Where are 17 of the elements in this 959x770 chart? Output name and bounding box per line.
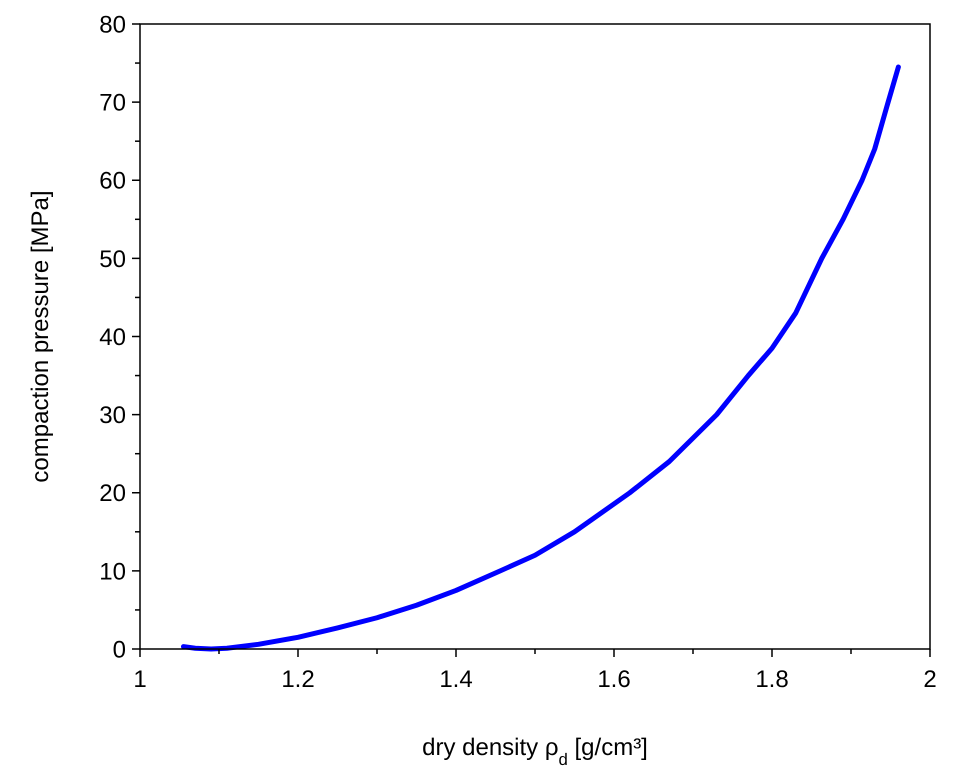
y-tick-label: 0 bbox=[112, 636, 126, 664]
y-tick-label: 50 bbox=[99, 246, 126, 273]
x-axis-title: dry density ρ$_{d}$ [g/cm³] bbox=[422, 734, 648, 768]
y-tick-label: 70 bbox=[99, 90, 126, 117]
x-tick-label: 1.8 bbox=[755, 666, 789, 693]
y-tick-label: 20 bbox=[99, 480, 126, 508]
y-tick-label: 80 bbox=[99, 11, 126, 38]
x-tick-label: 1.4 bbox=[439, 666, 473, 693]
y-tick-label: 40 bbox=[99, 324, 126, 351]
x-tick-label: 2 bbox=[923, 666, 937, 693]
y-tick-label: 10 bbox=[99, 558, 126, 586]
x-tick-label: 1.6 bbox=[597, 666, 631, 693]
y-tick-label: 30 bbox=[99, 402, 126, 430]
y-axis-title: compaction pressure [MPa] bbox=[27, 190, 54, 483]
x-tick-label: 1.2 bbox=[281, 666, 315, 693]
y-tick-label: 60 bbox=[99, 168, 126, 195]
x-tick-label: 1 bbox=[133, 666, 147, 693]
